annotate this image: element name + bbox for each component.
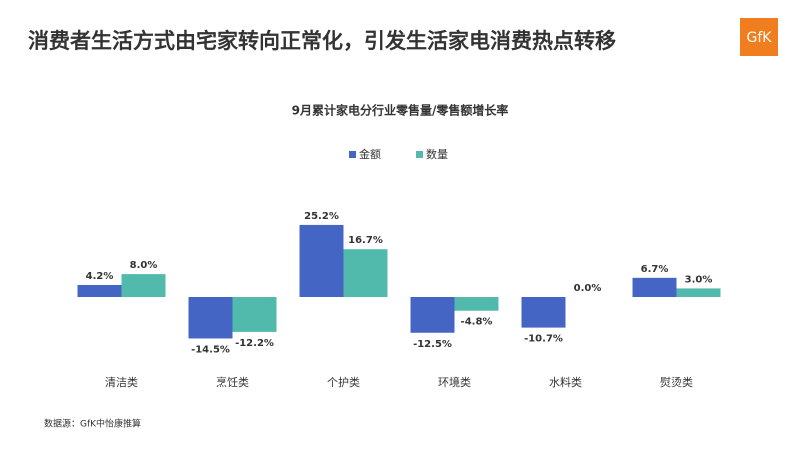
- value-label: 16.7%: [348, 235, 383, 246]
- value-label: 8.0%: [130, 260, 158, 271]
- bar: [188, 297, 233, 339]
- bar: [232, 297, 277, 332]
- value-label: -4.8%: [461, 317, 493, 328]
- bar: [521, 297, 566, 328]
- bar: [454, 297, 499, 311]
- logo-box: [740, 18, 778, 56]
- value-label: -12.5%: [413, 339, 452, 350]
- logo: GfK: [747, 30, 773, 46]
- value-label: 4.2%: [86, 271, 114, 282]
- legend-label: 金额: [359, 147, 381, 161]
- legend-label: 数量: [426, 148, 448, 161]
- x-tick-label: 熨烫类: [660, 375, 693, 389]
- value-label: -14.5%: [191, 344, 230, 355]
- x-tick-label: 环境类: [438, 375, 471, 389]
- legend-swatch: [349, 151, 356, 158]
- source: 数据源：GfK中怡康推算: [44, 418, 141, 430]
- bar: [121, 274, 166, 297]
- value-label: -10.7%: [524, 334, 563, 345]
- bar: [343, 249, 388, 297]
- x-tick-label: 清洁类: [105, 375, 138, 389]
- value-label: 0.0%: [574, 283, 602, 294]
- bar: [676, 288, 721, 297]
- chart-title: 9月累计家电分行业零售量/零售额增长率: [292, 103, 509, 118]
- slide-title: 消费者生活方式由宅家转向正常化，引发生活家电消费热点转移: [28, 29, 616, 53]
- value-label: 3.0%: [685, 274, 713, 285]
- x-tick-label: 烹饪类: [216, 375, 249, 389]
- x-tick-label: 水料类: [549, 375, 582, 389]
- bar: [632, 277, 677, 297]
- bar: [77, 284, 122, 297]
- bar: [299, 224, 344, 297]
- value-label: 6.7%: [641, 264, 669, 275]
- bar: [410, 297, 455, 333]
- legend-swatch: [416, 151, 423, 158]
- x-tick-label: 个护类: [327, 375, 360, 389]
- value-label: -12.2%: [235, 338, 274, 349]
- value-label: 25.2%: [304, 211, 339, 222]
